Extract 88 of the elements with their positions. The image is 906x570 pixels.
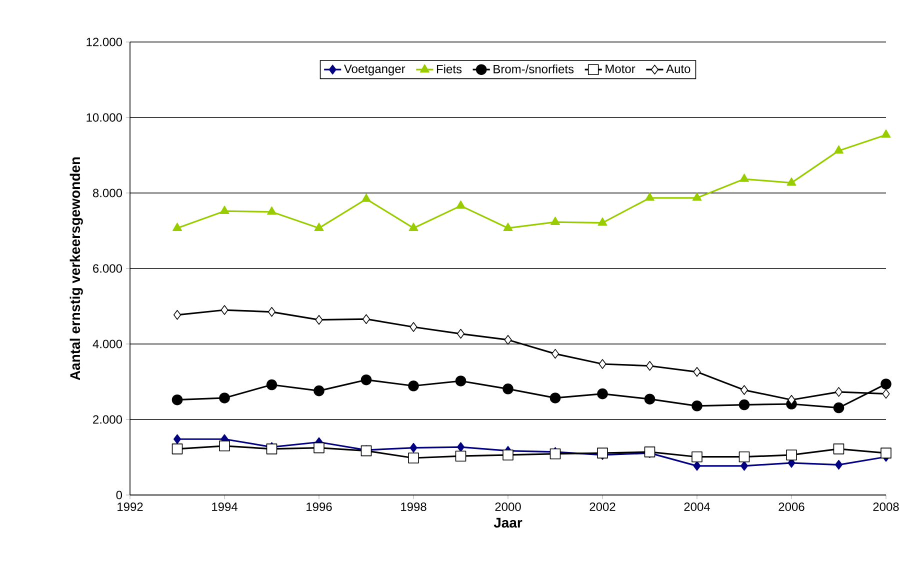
point: [173, 310, 182, 320]
point: [786, 177, 796, 186]
x-tick-label: 1994: [212, 502, 238, 512]
point: [455, 376, 466, 386]
point: [408, 380, 419, 392]
x-tick-label: 2006: [778, 502, 804, 512]
point: [314, 385, 324, 396]
point: [597, 388, 608, 400]
x-tick-label: 2000: [495, 502, 521, 512]
point: [833, 444, 844, 454]
point: [834, 145, 844, 154]
legend-label: Auto: [666, 64, 690, 74]
point: [551, 348, 560, 359]
legend-label: Voetganger: [344, 64, 406, 76]
y-tick-label: 0: [116, 490, 122, 500]
point: [597, 448, 608, 458]
point: [692, 400, 702, 412]
x-tick-label: 1992: [118, 502, 143, 512]
point: [693, 367, 701, 377]
legend-label: Brom-/snorfiets: [494, 64, 574, 74]
point: [219, 392, 230, 404]
point: [220, 305, 228, 315]
point: [172, 222, 182, 231]
point: [455, 450, 466, 462]
point: [740, 385, 748, 395]
point: [881, 129, 891, 138]
y-tick-label: 12.000: [86, 38, 122, 46]
point: [692, 192, 702, 201]
point: [788, 394, 796, 405]
y-tick-label: 4.000: [92, 340, 122, 348]
x-tick-label: 2002: [590, 502, 616, 512]
point: [833, 402, 844, 414]
point: [645, 192, 654, 201]
point: [266, 444, 278, 454]
point: [644, 394, 656, 405]
y-axis-title: Aantal ernstig verkeersgewonden: [70, 157, 83, 380]
point: [502, 384, 514, 394]
point: [410, 322, 418, 332]
point: [740, 174, 749, 182]
point: [410, 442, 418, 453]
y-tick-label: 6.000: [93, 264, 122, 273]
point: [550, 216, 560, 225]
point: [173, 434, 182, 444]
x-tick-label: 1996: [306, 502, 332, 512]
point: [646, 360, 654, 371]
point: [550, 392, 561, 404]
point: [880, 378, 892, 390]
point: [266, 379, 278, 390]
y-tick-label: 2.000: [93, 415, 122, 424]
legend-label: Motor: [606, 64, 636, 74]
point: [502, 450, 514, 460]
point: [693, 461, 701, 471]
point: [456, 200, 466, 209]
point: [172, 394, 183, 406]
point: [880, 448, 892, 458]
point: [834, 460, 843, 470]
x-tick-label: 2008: [873, 502, 899, 512]
point: [267, 206, 276, 215]
point: [882, 388, 890, 399]
point: [408, 222, 418, 231]
point: [598, 359, 606, 369]
point: [598, 217, 608, 226]
point: [314, 442, 324, 454]
point: [362, 314, 370, 324]
point: [314, 222, 324, 231]
point: [740, 461, 748, 471]
point: [456, 328, 465, 339]
y-tick-label: 8.000: [92, 188, 122, 198]
point: [504, 334, 512, 345]
point: [786, 450, 797, 460]
point: [220, 206, 230, 214]
x-tick-label: 1998: [401, 502, 426, 512]
point: [503, 222, 513, 231]
point: [219, 440, 230, 452]
point: [315, 314, 323, 325]
legend-label: Fiets: [436, 64, 462, 74]
x-axis-title: Jaar: [494, 518, 522, 528]
point: [456, 442, 465, 452]
point: [360, 374, 372, 386]
point: [268, 307, 276, 317]
x-tick-label: 2004: [684, 502, 710, 512]
point: [550, 448, 561, 460]
point: [738, 451, 750, 462]
y-tick-label: 10.000: [86, 113, 122, 122]
point: [362, 194, 371, 202]
point: [738, 399, 750, 410]
point: [172, 444, 183, 454]
point: [834, 387, 843, 397]
